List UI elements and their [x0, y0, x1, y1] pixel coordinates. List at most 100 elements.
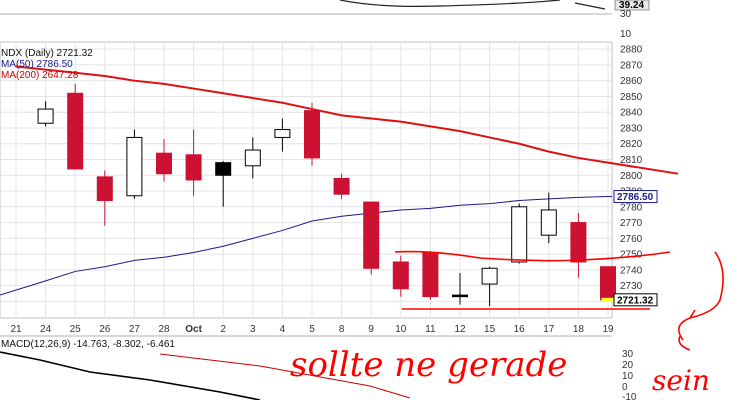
last-value-label: 2786.50 [617, 192, 654, 203]
macd-y-tick: 20 [622, 360, 634, 371]
candle [274, 118, 291, 152]
y-tick-label: 2880 [620, 45, 643, 56]
top-indicator-panel: 39.24 30 10 [0, 0, 650, 40]
last-value-labels: 2786.50 2721.32 [613, 190, 658, 307]
candle-body [511, 206, 528, 263]
candle-body [37, 108, 54, 124]
candle [244, 137, 261, 179]
candle-body [274, 129, 291, 138]
drawn-arrow-loop [678, 335, 691, 351]
candle-body [600, 266, 616, 301]
top-indicator-line [339, 0, 606, 10]
y-tick-label: 2800 [620, 171, 643, 182]
vertical-grid [15, 42, 609, 318]
y-tick-label: 2870 [620, 60, 643, 71]
ma50-line [0, 196, 612, 296]
x-tick-label: 28 [158, 324, 170, 335]
candle-body [67, 92, 84, 170]
ma200-legend: MA(200) 2647.28 [1, 70, 79, 81]
x-tick-label: Oct [185, 324, 202, 335]
y-axis-ticks: 2720273027402750276027702780279028002810… [620, 45, 643, 308]
hand-annotations: sollte ne gerade sein [290, 250, 724, 397]
annotation-text: sollte ne gerade [290, 345, 567, 385]
candle-body [156, 152, 172, 175]
candle [96, 170, 113, 226]
x-tick-label: 17 [543, 324, 555, 335]
last-value-box: 2721.32 [613, 293, 658, 307]
macd-y-tick: 10 [622, 371, 634, 382]
candle-body [363, 201, 380, 269]
candle-body [422, 252, 439, 298]
candle-body [96, 176, 113, 201]
candle-body [481, 267, 498, 285]
x-tick-label: 11 [425, 324, 436, 335]
candle-body [126, 136, 143, 197]
macd-legend: MACD(12,26,9) -14.763, -8.302, -6.461 [1, 339, 175, 350]
x-tick-label: 8 [339, 324, 345, 335]
candle [481, 266, 498, 307]
x-tick-label: 15 [484, 324, 496, 335]
last-value-box: 2786.50 [613, 190, 658, 204]
top-y-tick: 10 [620, 29, 632, 40]
x-tick-label: 2 [220, 324, 226, 335]
moving-average-lines [0, 65, 679, 296]
candle-body [333, 177, 350, 195]
y-tick-label: 2830 [620, 123, 643, 134]
y-tick-label: 2740 [620, 265, 643, 276]
top-value-label: 39.24 [619, 0, 644, 11]
candle-body [215, 162, 232, 176]
y-tick-label: 2760 [620, 234, 643, 245]
x-tick-label: 24 [40, 324, 52, 335]
candle [333, 173, 350, 199]
last-candle-highlight [601, 297, 615, 302]
candle-body [304, 110, 320, 159]
candle [67, 83, 84, 170]
macd-line [0, 351, 261, 400]
candle [600, 266, 616, 301]
x-axis-ticks: 21 24 25 26 27 28 Oct 2 3 4 5 8 9 10 11 12 15 16 17 18 19 [10, 324, 614, 335]
x-tick-label: 4 [280, 324, 286, 335]
x-tick-label: 16 [514, 324, 526, 335]
top-y-tick: 30 [620, 9, 632, 20]
y-tick-label: 2730 [620, 281, 643, 292]
y-tick-label: 2820 [620, 139, 643, 150]
candle [37, 101, 54, 127]
top-value-box [614, 0, 650, 11]
candles [37, 83, 616, 307]
candle-body [185, 154, 202, 181]
x-tick-label: 18 [573, 324, 585, 335]
x-tick-label: 3 [250, 324, 256, 335]
x-tick-label: 10 [395, 324, 407, 335]
candle [185, 129, 202, 196]
price-panel: 2720273027402750276027702780279028002810… [0, 41, 679, 335]
x-tick-label: 25 [70, 324, 82, 335]
candle [392, 255, 409, 297]
candle [540, 192, 557, 244]
x-tick-label: 26 [99, 324, 111, 335]
x-tick-label: 27 [129, 324, 141, 335]
candle-body [452, 294, 468, 298]
candle-body [392, 261, 409, 290]
y-tick-label: 2860 [620, 76, 643, 87]
candle [363, 201, 380, 275]
y-tick-label: 2770 [620, 218, 643, 229]
x-tick-label: 12 [454, 324, 466, 335]
candle [215, 161, 232, 207]
candle [422, 250, 439, 300]
x-tick-label: 9 [368, 324, 374, 335]
candle [156, 139, 172, 182]
candle-body [570, 222, 587, 263]
y-tick-label: 2840 [620, 108, 643, 119]
candle-body [540, 209, 557, 236]
candle [570, 213, 587, 278]
macd-panel: MACD(12,26,9) -14.763, -8.302, -6.461 30… [0, 335, 637, 400]
macd-y-tick: 0 [622, 382, 628, 393]
candle [511, 203, 528, 264]
y-tick-label: 2750 [620, 250, 643, 261]
drawn-curved-line [394, 250, 671, 262]
x-tick-label: 19 [602, 324, 614, 335]
candle [452, 273, 468, 305]
candle [126, 129, 143, 199]
annotation-side-text: sein [652, 364, 710, 397]
